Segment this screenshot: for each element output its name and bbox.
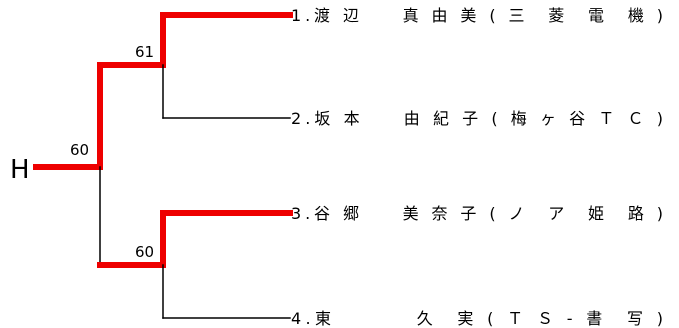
player-4-label: 4.東 久 実 ( Ｔ Ｓ - 書 写 ) xyxy=(291,309,663,328)
player-1-label: 1.渡 辺 真 由 美 ( 三 菱 電 機 ) xyxy=(291,6,663,25)
root-label: H xyxy=(10,155,30,185)
semifinal-bottom-score: 60 xyxy=(135,243,154,261)
final-score: 60 xyxy=(70,141,89,159)
player-3-label: 3.谷 郷 美 奈 子 ( ノ ア 姫 路 ) xyxy=(291,204,663,223)
player-2-label: 2.坂 本 由 紀 子 ( 梅 ヶ 谷 Ｔ Ｃ ) xyxy=(291,109,663,128)
semifinal-top-score: 61 xyxy=(135,43,154,61)
